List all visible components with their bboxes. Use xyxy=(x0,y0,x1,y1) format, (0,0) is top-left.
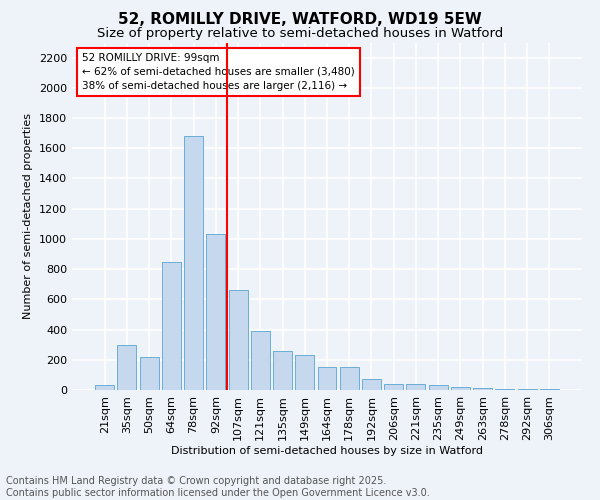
Text: 52 ROMILLY DRIVE: 99sqm
← 62% of semi-detached houses are smaller (3,480)
38% of: 52 ROMILLY DRIVE: 99sqm ← 62% of semi-de… xyxy=(82,53,355,91)
Text: Size of property relative to semi-detached houses in Watford: Size of property relative to semi-detach… xyxy=(97,28,503,40)
Bar xyxy=(429,386,448,390)
Bar xyxy=(140,357,158,390)
Bar xyxy=(518,389,536,390)
Bar xyxy=(273,350,292,390)
X-axis label: Distribution of semi-detached houses by size in Watford: Distribution of semi-detached houses by … xyxy=(171,446,483,456)
Bar xyxy=(229,290,248,390)
Bar xyxy=(206,234,225,390)
Bar xyxy=(118,344,136,390)
Bar xyxy=(317,366,337,390)
Bar xyxy=(362,378,381,390)
Bar xyxy=(340,366,359,390)
Bar xyxy=(162,262,181,390)
Bar xyxy=(473,388,492,390)
Bar xyxy=(406,384,425,390)
Bar xyxy=(95,386,114,390)
Text: 52, ROMILLY DRIVE, WATFORD, WD19 5EW: 52, ROMILLY DRIVE, WATFORD, WD19 5EW xyxy=(118,12,482,28)
Bar xyxy=(384,384,403,390)
Y-axis label: Number of semi-detached properties: Number of semi-detached properties xyxy=(23,114,34,320)
Bar xyxy=(540,389,559,390)
Text: Contains HM Land Registry data © Crown copyright and database right 2025.
Contai: Contains HM Land Registry data © Crown c… xyxy=(6,476,430,498)
Bar xyxy=(184,136,203,390)
Bar xyxy=(496,389,514,390)
Bar xyxy=(251,331,270,390)
Bar xyxy=(295,355,314,390)
Bar xyxy=(451,387,470,390)
